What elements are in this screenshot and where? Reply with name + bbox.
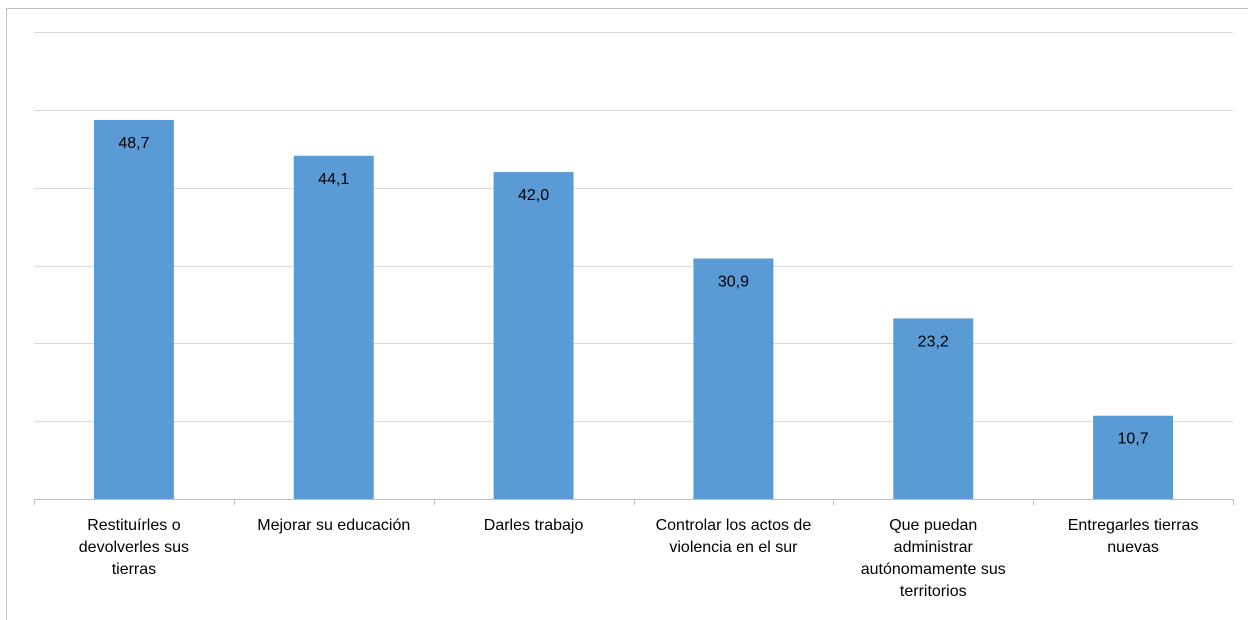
category-label-line: tierras — [112, 561, 156, 578]
data-label: 30,9 — [718, 273, 749, 290]
data-label: 44,1 — [318, 171, 349, 188]
category-label-line: violencia en el sur — [669, 539, 798, 556]
x-axis — [34, 499, 1234, 505]
gridlines — [34, 32, 1233, 422]
category-label: Que puedan administrar autónomamente sus te… — [861, 517, 1006, 600]
bar — [93, 119, 174, 500]
category-label-line: territorios — [900, 583, 967, 600]
bar — [293, 155, 374, 499]
data-label: 23,2 — [918, 333, 949, 350]
category-label-line: Darles trabajo — [484, 517, 584, 534]
chart-frame — [6, 8, 1248, 620]
category-label-line: Entregarles tierras — [1068, 517, 1199, 534]
category-label: Restituírles o devolverles sus tierras — [79, 517, 189, 578]
category-label-line: nuevas — [1107, 539, 1159, 556]
bars — [93, 119, 1174, 500]
data-label: 42,0 — [518, 187, 549, 204]
data-label: 48,7 — [118, 135, 149, 152]
category-label-line: Restituírles o — [87, 517, 180, 534]
category-label-line: administrar — [894, 539, 974, 556]
category-label: Darles trabajo — [484, 517, 584, 534]
category-label-line: devolverles sus — [79, 539, 189, 556]
category-label: Mejorar su educación — [257, 517, 410, 534]
bar — [893, 318, 974, 499]
bar — [493, 172, 574, 499]
bar — [1093, 415, 1174, 499]
bar — [693, 258, 774, 499]
labels: 48,7 Restituírles o devolverles sus tierras… — [79, 135, 1199, 600]
category-label-line: Controlar los actos de — [656, 517, 812, 534]
category-label-line: Que puedan — [889, 517, 977, 534]
data-label: 10,7 — [1118, 431, 1149, 448]
category-label-line: Mejorar su educación — [257, 517, 410, 534]
category-label: Entregarles tierras nuevas — [1068, 517, 1199, 556]
category-label-line: autónomamente sus — [861, 561, 1006, 578]
category-label: Controlar los actos de violencia en el su… — [656, 517, 812, 556]
